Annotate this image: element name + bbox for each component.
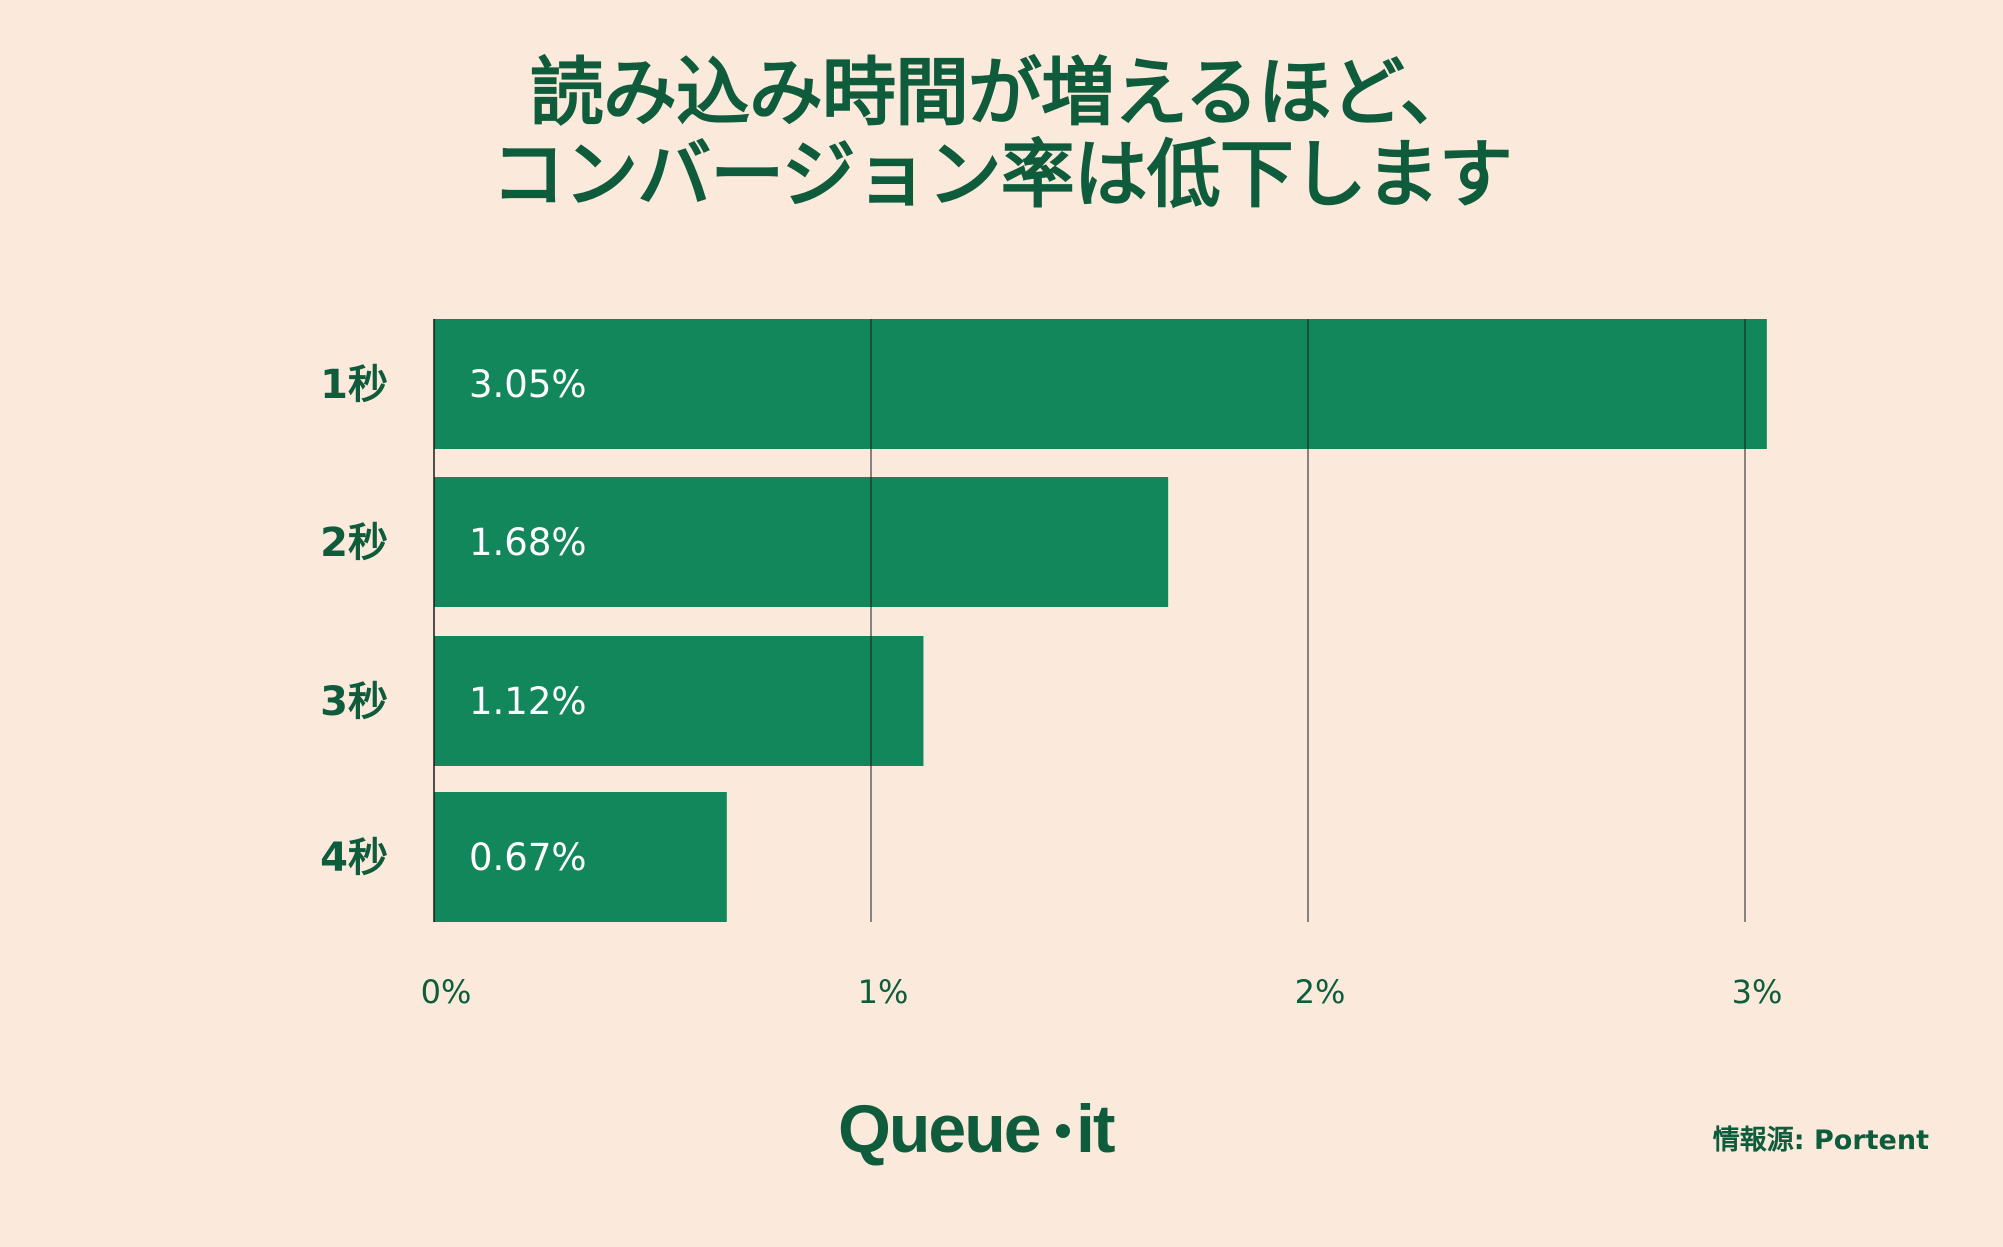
svg-text:it: it [1076, 1091, 1115, 1167]
bar-value-label-2: 1.68% [469, 521, 587, 564]
svg-text:Queue: Queue [838, 1091, 1040, 1167]
x-tick-label-2: 2% [1295, 973, 1346, 1011]
bar-4 [434, 792, 727, 922]
x-tick-label-3: 3% [1732, 973, 1783, 1011]
category-label-group: 1秒 2秒 3秒 4秒 [320, 362, 388, 881]
queue-it-logo: Queue it [838, 1091, 1117, 1167]
bar-1 [434, 319, 1767, 449]
value-label-group: 3.05% 1.68% 1.12% 0.67% [469, 363, 587, 879]
bar-3 [434, 636, 924, 766]
grid-lines [433, 319, 1746, 922]
source-note: 情報源: Portent [1712, 1125, 1929, 1156]
x-tick-group: 0% 1% 2% 3% [421, 973, 1783, 1011]
bar-value-label-4: 0.67% [469, 836, 587, 879]
x-tick-label-0: 0% [421, 973, 472, 1011]
title-line-2: コンバージョン率は低下します [491, 132, 1513, 218]
category-label-1: 1秒 [320, 362, 388, 408]
title-line-1: 読み込み時間が増えるほど、 [529, 50, 1474, 136]
chart-title: 読み込み時間が増えるほど、 コンバージョン率は低下します [0, 52, 2003, 216]
bar-value-label-1: 3.05% [469, 363, 587, 406]
category-label-3: 3秒 [320, 679, 388, 725]
x-tick-label-1: 1% [858, 973, 909, 1011]
category-label-2: 2秒 [320, 520, 388, 566]
bar-value-label-3: 1.12% [469, 680, 587, 723]
category-label-4: 4秒 [320, 835, 388, 881]
bar-group [434, 319, 1767, 922]
bar-2 [434, 477, 1169, 607]
